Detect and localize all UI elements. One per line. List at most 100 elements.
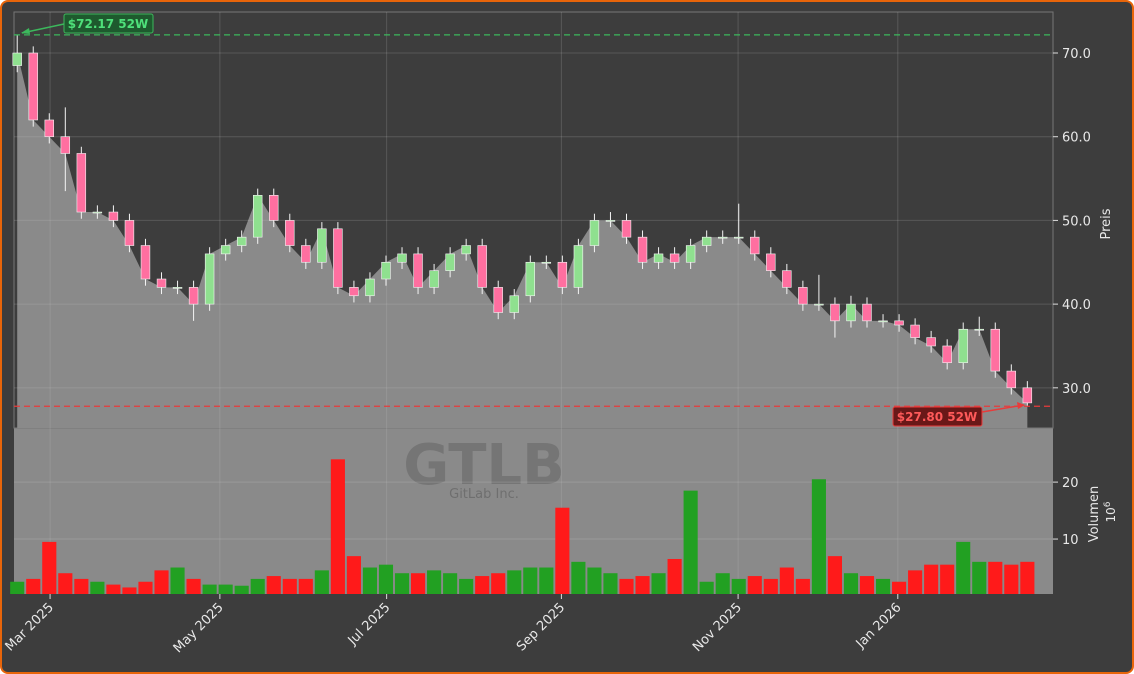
volume-bar <box>346 556 361 594</box>
candle-body <box>413 253 423 288</box>
volume-bar <box>523 567 538 594</box>
candle-body <box>188 287 199 305</box>
y-tick-label: 60.0 <box>1062 131 1091 146</box>
candle-body <box>942 345 952 364</box>
candle-body <box>541 261 552 264</box>
volume-panel <box>14 428 1053 594</box>
low-52w-label: $27.80 52W <box>897 410 977 424</box>
unit-exponent: 6 <box>1103 501 1113 507</box>
volume-bar <box>443 573 458 594</box>
y-tick-label: 40.0 <box>1062 298 1091 313</box>
candle-body <box>172 287 183 289</box>
volume-bar <box>811 479 826 594</box>
candle-body <box>349 287 359 297</box>
volume-bar <box>875 578 891 594</box>
volume-bar <box>218 584 233 594</box>
candle-body <box>397 253 407 263</box>
candle-body <box>76 153 87 213</box>
volume-bar <box>330 459 345 594</box>
candle-body <box>798 287 808 305</box>
volume-bar <box>282 578 297 594</box>
unit-base: 10 <box>1104 507 1118 522</box>
volume-bar <box>956 541 971 594</box>
volume-bar <box>988 561 1003 594</box>
candle-body <box>124 220 135 246</box>
candle-body <box>862 303 872 322</box>
candle-body <box>140 245 151 280</box>
volume-bar <box>699 581 714 594</box>
volume-bar <box>26 578 41 594</box>
x-tick-label: Jan 2026 <box>853 600 905 652</box>
candle-body <box>92 211 103 214</box>
volume-bar <box>747 576 762 594</box>
candle-body <box>220 245 231 255</box>
volume-bar <box>42 541 57 594</box>
volume-bar <box>266 576 281 594</box>
candle-body <box>750 236 760 255</box>
candle-body <box>685 245 696 263</box>
candle-body <box>253 195 263 238</box>
volume-tick-label: 20 <box>1062 476 1079 491</box>
volume-bar <box>314 570 329 594</box>
y-tick-label: 30.0 <box>1062 382 1091 397</box>
volume-bar <box>603 573 618 594</box>
volume-bar <box>795 578 810 594</box>
volume-bar <box>138 581 153 594</box>
volume-bar <box>459 578 474 594</box>
candle-body <box>573 245 584 288</box>
volume-bar <box>779 567 794 594</box>
candle-body <box>766 253 776 271</box>
candle-body <box>60 136 71 154</box>
volume-bar <box>186 578 201 594</box>
candle-body <box>317 228 327 263</box>
volume-bar <box>571 561 586 594</box>
volume-bar <box>972 561 987 594</box>
price-area <box>17 53 1028 428</box>
candle-body <box>701 236 712 246</box>
volume-bar <box>1004 564 1019 594</box>
volume-bar <box>74 578 89 594</box>
candle-body <box>44 119 54 138</box>
candle-body <box>301 245 311 263</box>
volume-bar <box>555 507 570 594</box>
candle-body <box>1006 370 1017 389</box>
volume-bar <box>763 578 778 594</box>
candle-body <box>429 270 439 288</box>
ticker-watermark: GTLB <box>403 433 565 498</box>
volume-bar <box>667 558 682 594</box>
volume-bar <box>715 573 730 594</box>
volume-bar <box>427 570 442 594</box>
candle-body <box>509 295 519 313</box>
volume-bar <box>202 584 217 594</box>
candle-body <box>621 220 632 238</box>
arrow-head <box>21 28 30 34</box>
arrow-head <box>1017 402 1025 409</box>
volume-bar <box>154 570 169 594</box>
candle-body <box>108 211 119 221</box>
candle-body <box>365 278 375 297</box>
high-52w-label: $72.17 52W <box>68 17 148 31</box>
volume-bar <box>683 490 698 594</box>
x-tick-label: Sep 2025 <box>514 600 568 654</box>
volume-bar <box>843 573 859 594</box>
candle-body <box>605 220 616 222</box>
candle-body <box>830 303 840 322</box>
candle-body <box>381 261 391 280</box>
candle-body <box>285 220 295 246</box>
volume-bar <box>892 581 907 594</box>
volume-unit: 106 <box>1103 501 1118 522</box>
candle-body <box>669 253 680 263</box>
label-box <box>892 406 983 427</box>
volume-bar <box>491 573 506 594</box>
volume-bar <box>731 578 746 594</box>
candle-body <box>477 245 487 288</box>
volume-axis-label: Volumen <box>1087 486 1102 543</box>
volume-bar <box>298 578 313 594</box>
x-tick-label: May 2025 <box>171 600 227 656</box>
volume-bar <box>539 567 554 594</box>
volume-bar <box>507 570 522 594</box>
volume-bar <box>378 564 394 594</box>
candle-body <box>782 270 792 288</box>
candle-body <box>204 253 215 305</box>
label-box <box>63 13 154 34</box>
